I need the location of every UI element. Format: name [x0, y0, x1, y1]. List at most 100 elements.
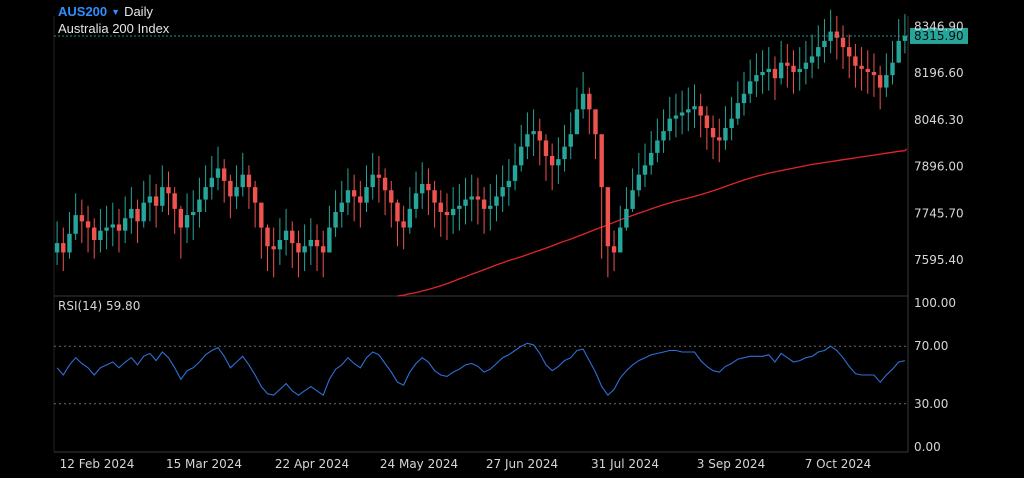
- candle-body: [679, 112, 685, 116]
- candle-body: [822, 40, 827, 48]
- candle-body: [197, 199, 202, 212]
- candle-body: [252, 187, 258, 203]
- rsi-tick-label: 100.00: [914, 296, 956, 310]
- candle-body: [240, 174, 245, 188]
- candle-body: [778, 62, 784, 79]
- time-tick-label: 27 Jun 2024: [486, 457, 558, 471]
- candle-body: [847, 47, 852, 57]
- candle-body: [351, 190, 357, 197]
- candle-body: [809, 56, 815, 63]
- candle-body: [902, 35, 908, 41]
- candle-body: [314, 240, 320, 247]
- candle-body: [209, 177, 215, 188]
- candle-body: [741, 93, 747, 104]
- rsi-tick-label: 30.00: [914, 397, 948, 411]
- last-price-label: 8315.90: [914, 29, 964, 43]
- candle-body: [283, 230, 289, 240]
- candle-body: [54, 243, 60, 253]
- candle-body: [785, 62, 790, 66]
- last-price-tag: [910, 27, 968, 44]
- symbol-label[interactable]: AUS200: [58, 4, 108, 19]
- candle-body: [407, 208, 413, 228]
- candle-body: [853, 56, 858, 66]
- candle-body: [519, 146, 524, 166]
- candle-body: [710, 128, 716, 138]
- symbol-dropdown-icon[interactable]: ▼: [111, 7, 121, 17]
- candle-body: [98, 230, 103, 240]
- candle-body: [308, 240, 314, 247]
- candle-body: [797, 68, 802, 72]
- candle-body: [147, 196, 153, 203]
- candle-body: [370, 174, 375, 188]
- candle-body: [333, 212, 338, 228]
- time-tick-label: 7 Oct 2024: [805, 457, 872, 471]
- rsi-label: RSI(14): [58, 299, 103, 313]
- rsi-line: [56, 342, 906, 397]
- price-tick-label: 8346.90: [914, 19, 964, 33]
- candle-body: [104, 227, 109, 231]
- candle-body: [580, 93, 586, 110]
- candle-body: [469, 196, 474, 200]
- candle-body: [500, 187, 505, 197]
- candle-body: [803, 62, 809, 69]
- candle-body: [277, 240, 283, 250]
- candle-body: [358, 196, 363, 203]
- candle-body: [432, 190, 437, 203]
- candle-body: [457, 205, 462, 209]
- candle-body: [686, 109, 691, 113]
- chart-header: AUS200 ▼ Daily: [58, 4, 153, 20]
- candle-body: [896, 40, 901, 63]
- candle-body: [531, 131, 536, 135]
- candle-body: [877, 75, 883, 88]
- rsi-value: 59.80: [105, 299, 141, 313]
- candle-body: [481, 199, 487, 209]
- candle-body: [85, 221, 91, 228]
- candle-body: [599, 134, 604, 188]
- candle-body: [290, 230, 295, 244]
- time-tick-label: 3 Sep 2024: [697, 457, 765, 471]
- candle-body: [593, 109, 598, 135]
- candle-body: [382, 177, 388, 191]
- rsi-tick-label: 0.00: [914, 440, 941, 454]
- candle-body: [345, 190, 351, 203]
- timeframe-label[interactable]: Daily: [124, 4, 153, 19]
- candle-body: [160, 187, 165, 206]
- candle-body: [475, 196, 481, 200]
- candle-body: [178, 208, 184, 228]
- candle-body: [463, 199, 468, 206]
- candle-body: [376, 174, 382, 178]
- candle-body: [506, 180, 512, 188]
- candle-body: [488, 205, 493, 209]
- candle-body: [618, 227, 623, 253]
- candle-body: [141, 202, 146, 222]
- candle-body: [61, 243, 66, 253]
- candle-body: [67, 233, 72, 253]
- candle-body: [667, 118, 672, 132]
- candle-body: [166, 187, 171, 194]
- candle-body: [191, 212, 196, 216]
- candle-body: [717, 137, 722, 141]
- candle-body: [890, 62, 895, 76]
- candle-body: [865, 68, 870, 72]
- candle-body: [296, 243, 301, 253]
- candle-body: [648, 152, 654, 166]
- time-tick-label: 24 May 2024: [380, 457, 458, 471]
- candle-body: [834, 31, 840, 38]
- candle-body: [587, 93, 592, 110]
- instrument-name: Australia 200 Index: [58, 21, 170, 36]
- candle-body: [871, 72, 877, 76]
- rsi-legend: RSI(14) 59.80: [58, 299, 140, 313]
- candle-body: [116, 224, 122, 231]
- candle-body: [215, 168, 221, 178]
- time-tick-label: 22 Apr 2024: [275, 457, 349, 471]
- candle-body: [438, 202, 443, 212]
- candle-body: [840, 37, 846, 48]
- candle-body: [537, 131, 542, 141]
- candle-body: [723, 128, 728, 141]
- candle-body: [543, 140, 549, 156]
- candle-body: [816, 47, 821, 57]
- candle-body: [389, 190, 394, 203]
- candle-body: [760, 72, 765, 76]
